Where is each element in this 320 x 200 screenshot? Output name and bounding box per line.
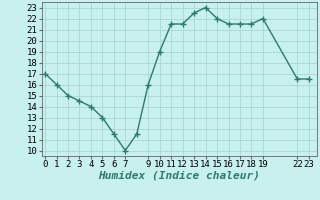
X-axis label: Humidex (Indice chaleur): Humidex (Indice chaleur) (98, 171, 260, 181)
